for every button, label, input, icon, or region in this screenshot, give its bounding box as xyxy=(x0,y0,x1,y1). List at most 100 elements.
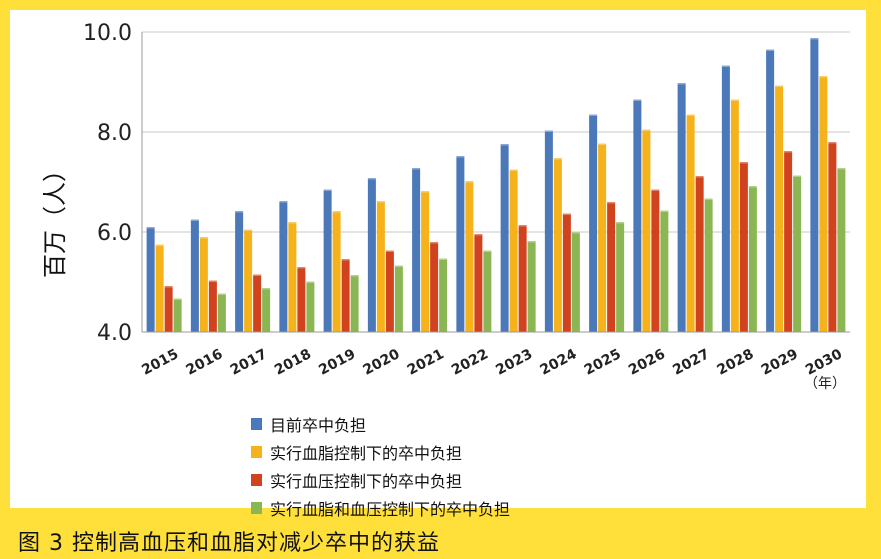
bar-highlight xyxy=(633,99,642,101)
bar-0-2021 xyxy=(412,168,421,332)
bar-highlight xyxy=(571,232,580,234)
bar-highlight xyxy=(306,281,315,283)
bar-3-2029 xyxy=(793,175,802,332)
x-tick-label: 2021 xyxy=(405,346,447,378)
legend-item-current: 目前卒中负担 xyxy=(251,410,510,438)
bar-highlight xyxy=(589,114,598,116)
x-tick-label: 2022 xyxy=(449,346,491,378)
bar-0-2015 xyxy=(146,227,155,332)
bar-2-2019 xyxy=(341,259,350,332)
bar-highlight xyxy=(527,241,536,243)
bar-highlight xyxy=(456,156,465,158)
bar-highlight xyxy=(367,178,376,180)
bar-highlight xyxy=(376,201,385,203)
bar-0-2025 xyxy=(589,114,598,332)
legend-label: 目前卒中负担 xyxy=(270,416,367,435)
bar-highlight xyxy=(784,151,793,153)
bar-highlight xyxy=(730,99,739,101)
bar-1-2029 xyxy=(775,85,784,332)
bar-highlight xyxy=(155,244,164,246)
bar-1-2022 xyxy=(465,181,474,332)
bar-1-2019 xyxy=(332,211,341,332)
bar-2-2024 xyxy=(562,213,571,332)
bar-highlight xyxy=(553,158,562,160)
bar-3-2020 xyxy=(394,265,403,332)
bar-highlight xyxy=(465,181,474,183)
bar-0-2019 xyxy=(323,189,332,332)
legend-swatch xyxy=(251,502,262,514)
bar-2-2025 xyxy=(607,202,616,332)
bar-2-2030 xyxy=(828,142,837,332)
bar-1-2024 xyxy=(553,158,562,332)
bar-0-2028 xyxy=(721,65,730,332)
bar-highlight xyxy=(483,250,492,252)
bar-0-2020 xyxy=(367,178,376,332)
bar-0-2016 xyxy=(190,219,199,332)
bar-0-2022 xyxy=(456,156,465,332)
bar-2-2023 xyxy=(518,225,527,332)
x-tick-labels: 2015 2016 2017 2018 2019 2020 2021 2022 2023 2024… xyxy=(139,346,845,379)
chart-frame: 4.0 6.0 8.0 10.0 2015 2016 2017 2018 2019 2020 20… xyxy=(10,10,866,519)
bar-3-2027 xyxy=(704,198,713,332)
legend-item-both: 实行血脂和血压控制下的卒中负担 xyxy=(251,494,510,522)
bar-highlight xyxy=(828,142,837,144)
bar-highlight xyxy=(244,229,253,231)
bar-0-2029 xyxy=(766,49,775,332)
bar-0-2017 xyxy=(235,211,244,332)
bar-highlight xyxy=(607,202,616,204)
legend-swatch xyxy=(251,446,262,458)
bar-1-2028 xyxy=(730,99,739,332)
x-tick-label: 2024 xyxy=(538,346,580,379)
bar-highlight xyxy=(642,129,651,131)
bar-highlight xyxy=(164,286,173,288)
bar-highlight xyxy=(739,162,748,164)
x-tick-label: 2026 xyxy=(626,346,668,378)
bar-highlight xyxy=(332,211,341,213)
bar-highlight xyxy=(810,38,819,40)
bars xyxy=(146,38,846,332)
x-tick-label: 2023 xyxy=(493,346,535,378)
bar-highlight xyxy=(748,186,757,188)
bar-highlight xyxy=(412,168,421,170)
bar-2-2026 xyxy=(651,189,660,332)
bar-0-2018 xyxy=(279,201,288,332)
bar-highlight xyxy=(704,198,713,200)
bar-0-2023 xyxy=(500,144,509,332)
bar-highlight xyxy=(509,169,518,171)
bar-highlight xyxy=(677,83,686,85)
bar-highlight xyxy=(297,267,306,269)
bar-highlight xyxy=(253,274,262,276)
bar-highlight xyxy=(562,213,571,215)
axes xyxy=(141,32,850,333)
bar-0-2026 xyxy=(633,99,642,332)
bar-highlight xyxy=(350,275,359,277)
bar-1-2023 xyxy=(509,169,518,332)
bar-3-2025 xyxy=(616,222,625,332)
bar-highlight xyxy=(819,76,828,78)
bar-highlight xyxy=(341,259,350,261)
bar-1-2017 xyxy=(244,229,253,332)
bar-highlight xyxy=(766,49,775,51)
bar-highlight xyxy=(616,222,625,224)
bar-highlight xyxy=(279,201,288,203)
x-tick-label: 2030 xyxy=(803,346,845,379)
bar-highlight xyxy=(430,242,439,244)
bar-highlight xyxy=(385,250,394,252)
bar-highlight xyxy=(598,143,607,145)
y-tick-label: 6.0 xyxy=(97,221,132,246)
bar-2-2028 xyxy=(739,162,748,332)
x-tick-label: 2028 xyxy=(715,346,757,378)
x-tick-label: 2020 xyxy=(361,346,403,379)
bar-0-2024 xyxy=(544,130,553,332)
bar-highlight xyxy=(474,234,483,236)
bar-3-2019 xyxy=(350,275,359,332)
y-tick-labels: 4.0 6.0 8.0 10.0 xyxy=(83,21,132,346)
bar-2-2027 xyxy=(695,176,704,332)
bar-highlight xyxy=(190,219,199,221)
bar-2-2021 xyxy=(430,242,439,332)
bar-highlight xyxy=(439,258,448,260)
bar-1-2021 xyxy=(421,191,430,332)
bar-3-2016 xyxy=(217,293,226,332)
legend-item-bp: 实行血压控制下的卒中负担 xyxy=(251,466,510,494)
bar-3-2015 xyxy=(173,298,182,332)
